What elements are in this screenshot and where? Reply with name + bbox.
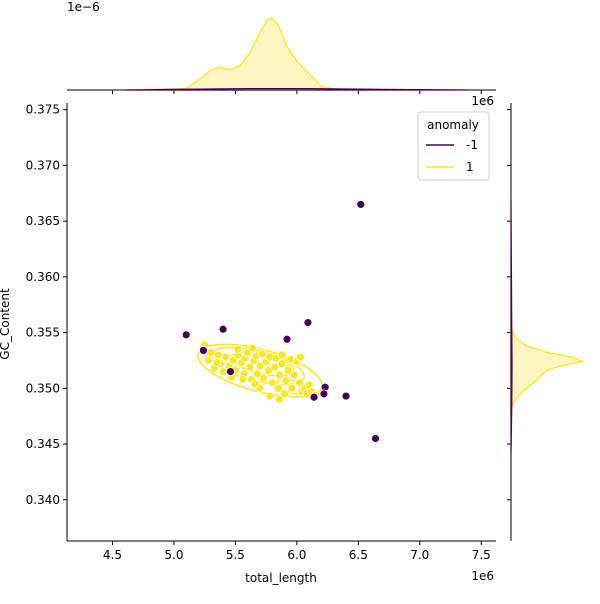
- data-point-normal: [287, 383, 297, 393]
- data-point-normal: [253, 369, 262, 379]
- x-axis-label: total_length: [245, 571, 317, 585]
- data-point-normal: [206, 348, 216, 358]
- data-point-anomaly: [199, 346, 208, 355]
- data-point-anomaly: [341, 391, 351, 401]
- x-tick-label: 6.5: [349, 548, 368, 562]
- x-tick-label: 4.5: [103, 548, 122, 562]
- data-point-normal: [294, 378, 304, 388]
- y-tick-label: 0.375: [26, 103, 60, 117]
- data-point-normal: [259, 373, 269, 383]
- x-tick-label: 5.5: [226, 548, 245, 562]
- right-marginal-scale-label: 1e6: [471, 94, 494, 108]
- legend-label: 1: [466, 160, 474, 174]
- data-point-normal: [248, 343, 258, 353]
- right-marginal-density-normal: [510, 326, 585, 411]
- data-point-anomaly: [218, 324, 228, 334]
- data-point-anomaly: [319, 389, 329, 399]
- y-tick-label: 0.365: [26, 214, 60, 228]
- data-point-normal: [258, 349, 267, 359]
- data-point-normal: [212, 358, 222, 368]
- data-point-normal: [218, 367, 228, 376]
- x-tick-label: 7.5: [472, 548, 491, 562]
- data-point-normal: [221, 352, 230, 362]
- data-point-normal: [275, 370, 285, 380]
- data-point-normal: [275, 395, 285, 404]
- data-point-normal: [250, 379, 260, 389]
- data-point-normal: [280, 389, 289, 399]
- data-point-anomaly: [303, 318, 313, 327]
- data-point-anomaly: [226, 367, 235, 376]
- data-point-normal: [265, 391, 275, 401]
- main-axes: 4.5 5.0 5.5 6.0 6.5 7.0 7.5 0.340 0.345 0.350 0.35…: [26, 103, 496, 562]
- legend-label: -1: [466, 138, 478, 152]
- data-point-normal: [213, 350, 223, 360]
- data-point-anomaly: [181, 330, 191, 340]
- data-point-normal: [203, 356, 213, 365]
- data-point-normal: [281, 376, 291, 385]
- y-tick-label: 0.360: [26, 270, 60, 284]
- right-marginal-axes: [507, 103, 585, 541]
- x-axis-scale-label: 1e6: [471, 569, 494, 583]
- data-point-anomaly: [282, 334, 292, 344]
- top-marginal-axes: [67, 17, 496, 94]
- data-point-anomaly: [371, 434, 380, 443]
- data-point-normal: [290, 370, 299, 380]
- data-point-normal: [296, 352, 305, 362]
- data-point-normal: [277, 359, 287, 369]
- top-marginal-scale-label: 1e−6: [67, 0, 100, 14]
- legend-box: [417, 111, 490, 181]
- data-point-normal: [255, 361, 265, 371]
- data-point-normal: [274, 383, 283, 393]
- data-point-anomaly: [309, 392, 319, 402]
- data-point-normal: [238, 374, 248, 384]
- y-tick-label: 0.355: [26, 326, 60, 340]
- y-axis-label: GC_Content: [0, 288, 12, 360]
- x-tick-label: 7.0: [410, 548, 429, 562]
- data-point-anomaly: [356, 200, 366, 209]
- legend: anomaly -1 1: [417, 111, 490, 181]
- legend-title: anomaly: [427, 118, 479, 132]
- data-point-normal: [267, 378, 277, 388]
- right-marginal-density-anomaly: [510, 198, 513, 456]
- y-tick-label: 0.345: [26, 437, 60, 451]
- x-tick-label: 5.0: [164, 548, 183, 562]
- data-point-normal: [277, 350, 287, 360]
- x-tick-label: 6.0: [287, 548, 306, 562]
- data-point-normal: [233, 344, 243, 354]
- y-tick-label: 0.340: [26, 493, 60, 507]
- y-tick-label: 0.370: [26, 158, 60, 172]
- y-tick-label: 0.350: [26, 381, 60, 395]
- data-point-normal: [228, 356, 238, 365]
- data-point-normal: [270, 362, 280, 372]
- data-point-normal: [245, 362, 255, 372]
- top-marginal-density-normal: [124, 17, 420, 91]
- top-marginal-density-anomaly: [124, 87, 469, 91]
- data-point-normal: [283, 366, 293, 375]
